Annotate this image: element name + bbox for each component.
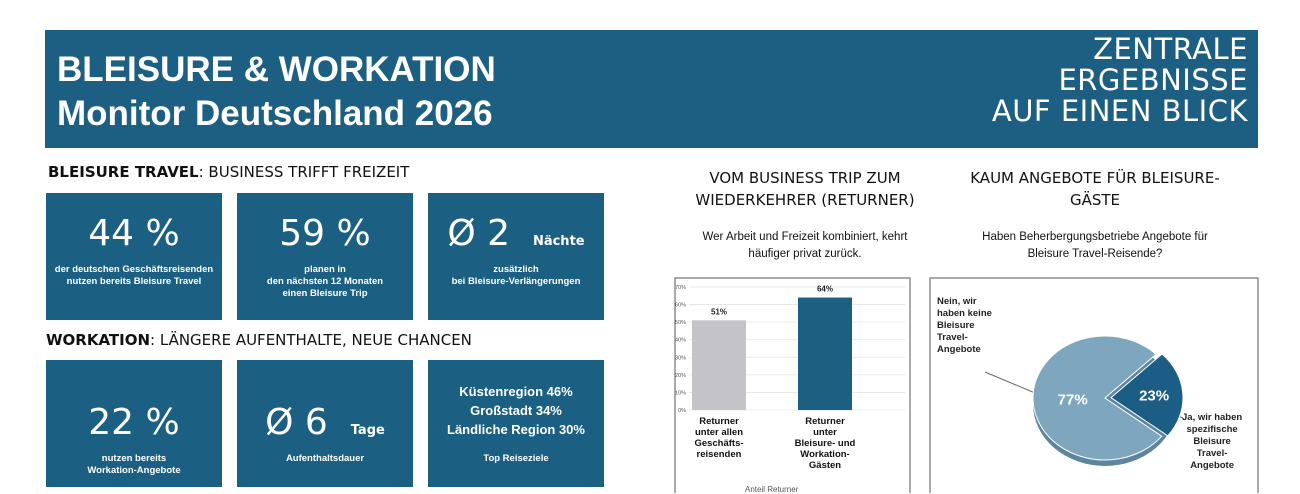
description-line: Workation-Angebote xyxy=(87,465,181,476)
stat-number: Ø 2 xyxy=(447,213,511,254)
stat-number: Ø 6 xyxy=(265,402,328,443)
y-tick-label: 40% xyxy=(675,338,686,344)
header-band: BLEISURE & WORKATION Monitor Deutschland… xyxy=(45,30,1258,148)
stat-value: 44 % xyxy=(46,213,222,254)
stat-description: der deutschen Geschäftsreisenden nutzen b… xyxy=(46,264,222,288)
x-axis-label: Anteil Returner xyxy=(745,485,799,494)
pie-category-label: Ja, wir haben spezifische Bleisure Trave… xyxy=(1182,412,1243,471)
y-tick-label: 0% xyxy=(678,408,686,414)
bar xyxy=(798,297,852,410)
stat-card: Ø 2 Nächte zusätzlich bei Bleisure-Verläng… xyxy=(428,193,604,320)
pie-slice xyxy=(1110,353,1184,437)
description-line: der deutschen Geschäftsreisenden xyxy=(54,264,214,275)
stat-unit: Nächte xyxy=(532,234,585,249)
value-label: 23% xyxy=(1139,387,1169,404)
chart-frame xyxy=(674,277,911,493)
y-tick-label: 50% xyxy=(675,320,686,326)
header-tagline: ZENTRALE ERGEBNISSE AUF EINEN BLICK xyxy=(992,34,1248,127)
value-label: 64% xyxy=(817,285,833,294)
destination-line: Großstadt 34% xyxy=(470,403,562,418)
tagline-line: AUF EINEN BLICK xyxy=(991,94,1248,128)
y-tick-label: 10% xyxy=(675,390,686,396)
stat-description: Aufenthaltsdauer xyxy=(237,453,413,465)
card-content: Küstenregion 46% Großstadt 34% Ländliche R… xyxy=(428,382,604,465)
pie-category-label: Nein, wir haben keine Bleisure Travel- A… xyxy=(937,296,992,355)
stat-unit: Tage xyxy=(350,423,385,438)
x-tick-label: Returner unter allen Geschäfts- reisende… xyxy=(694,416,744,460)
stat-number: 59 % xyxy=(279,213,371,254)
heading-rest: : BUSINESS TRIFFT FREIZEIT xyxy=(198,163,410,181)
stat-card: Küstenregion 46% Großstadt 34% Ländliche R… xyxy=(428,360,604,487)
stat-description: Top Reiseziele xyxy=(428,453,604,465)
stat-description: zusätzlich bei Bleisure-Verlängerungen xyxy=(428,264,604,288)
description-line: Aufenthaltsdauer xyxy=(285,453,365,464)
tagline-line: ERGEBNISSE xyxy=(1058,63,1248,97)
card-content: 44 % der deutschen Geschäftsreisenden nutz… xyxy=(46,213,222,288)
chart-frame xyxy=(929,277,1259,493)
stat-description: planen in den nächsten 12 Monaten einen Bl… xyxy=(237,264,413,300)
stat-number: 22 % xyxy=(88,402,180,443)
stat-value: 22 % xyxy=(46,402,222,443)
destination-line: Ländliche Region 30% xyxy=(447,422,585,437)
chart-title: KAUM ANGEBOTE FÜR BLEISURE- GÄSTE xyxy=(970,169,1220,209)
header-title: Monitor Deutschland 2026 xyxy=(57,94,493,133)
description-line: nutzen bereits Bleisure Travel xyxy=(66,276,202,287)
card-content: 59 % planen in den nächsten 12 Monaten eine… xyxy=(237,213,413,300)
tagline-line: ZENTRALE xyxy=(1093,32,1248,66)
card-content: Ø 2 Nächte zusätzlich bei Bleisure-Verläng… xyxy=(428,213,604,288)
stat-value: 59 % xyxy=(237,213,413,254)
section-heading: WORKATION: LÄNGERE AUFENTHALTE, NEUE CHA… xyxy=(46,331,472,349)
description-line: bei Bleisure-Verlängerungen xyxy=(451,276,581,287)
chart-subtitle: Haben Beherbergungsbetriebe Angebote für… xyxy=(982,231,1208,260)
description-line: nutzen bereits xyxy=(101,453,167,464)
stat-number: 44 % xyxy=(88,213,180,254)
heading-rest: : LÄNGERE AUFENTHALTE, NEUE CHANCEN xyxy=(150,331,472,349)
stat-card: Ø 6 Tage Aufenthaltsdauer xyxy=(237,360,413,487)
card-content: 22 % nutzen bereits Workation-Angebote xyxy=(46,402,222,477)
section-heading: BLEISURE TRAVEL: BUSINESS TRIFFT FREIZEI… xyxy=(48,163,409,181)
description-line: den nächsten 12 Monaten xyxy=(266,276,384,287)
description-line: einen Bleisure Trip xyxy=(282,288,368,299)
description-line: Top Reiseziele xyxy=(483,453,549,464)
header-title: BLEISURE & WORKATION xyxy=(57,50,496,89)
destination-list: Küstenregion 46% Großstadt 34% Ländliche R… xyxy=(428,382,604,439)
y-tick-label: 20% xyxy=(675,373,686,379)
pie-slice xyxy=(1032,335,1163,461)
y-tick-label: 70% xyxy=(675,285,686,291)
stat-card: 22 % nutzen bereits Workation-Angebote xyxy=(46,360,222,487)
stat-value: Ø 2 Nächte xyxy=(428,213,604,254)
bar xyxy=(692,320,746,410)
heading-bold: WORKATION xyxy=(46,331,151,349)
y-tick-label: 60% xyxy=(675,303,686,309)
stat-card: 44 % der deutschen Geschäftsreisenden nutz… xyxy=(46,193,222,320)
stat-card: 59 % planen in den nächsten 12 Monaten eine… xyxy=(237,193,413,320)
card-content: Ø 6 Tage Aufenthaltsdauer xyxy=(237,402,413,465)
x-tick-label: Returner unter Bleisure- und Workation- … xyxy=(794,416,856,471)
chart-subtitle: Wer Arbeit und Freizeit kombiniert, kehr… xyxy=(702,231,908,260)
stat-value: Ø 6 Tage xyxy=(237,402,413,443)
heading-bold: BLEISURE TRAVEL xyxy=(48,163,199,181)
chart-title: VOM BUSINESS TRIP ZUM WIEDERKEHRER (RETU… xyxy=(695,169,915,209)
destination-line: Küstenregion 46% xyxy=(459,384,573,399)
y-tick-label: 30% xyxy=(675,355,686,361)
leader-line xyxy=(984,371,1036,394)
description-line: zusätzlich xyxy=(493,264,539,275)
value-label: 51% xyxy=(711,307,727,316)
value-label: 77% xyxy=(1058,392,1088,409)
description-line: planen in xyxy=(304,264,346,275)
stat-description: nutzen bereits Workation-Angebote xyxy=(46,453,222,477)
